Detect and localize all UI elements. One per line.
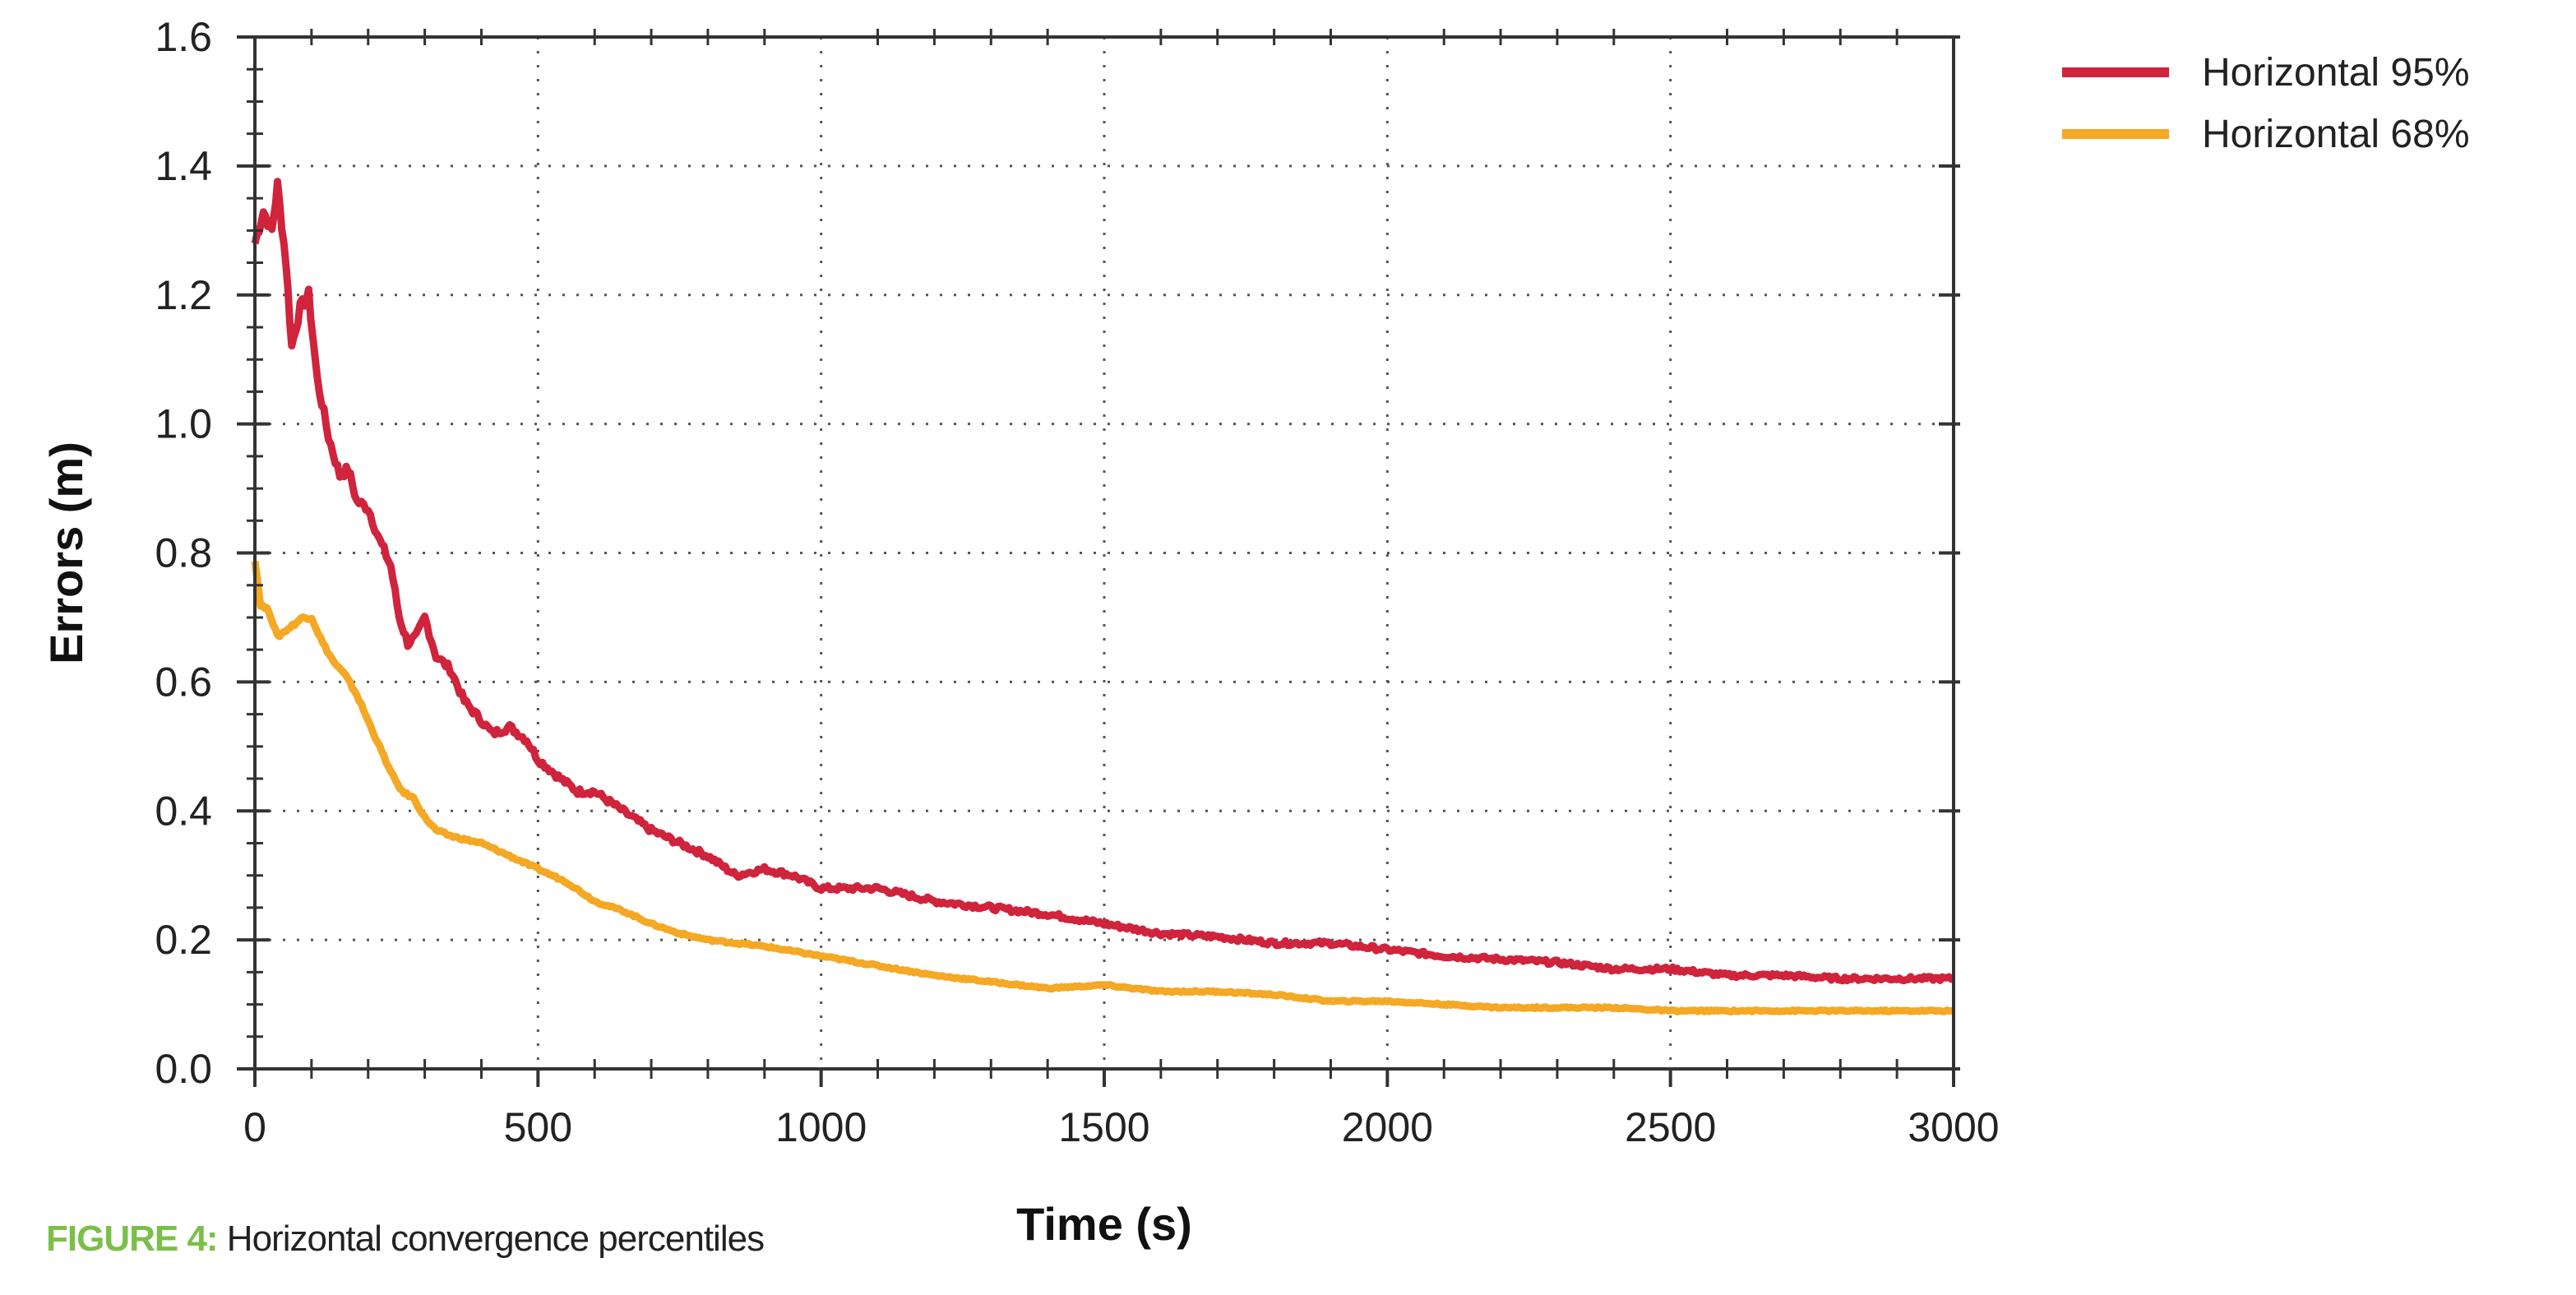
y-tick-label: 0.0 [155, 1046, 212, 1092]
y-tick-label: 0.8 [155, 530, 212, 576]
x-tick-label: 500 [504, 1104, 572, 1150]
figure-label: FIGURE 4: [46, 1219, 219, 1259]
x-tick-label: 0 [243, 1104, 266, 1150]
y-tick-label: 1.6 [155, 14, 212, 60]
x-tick-label: 2500 [1625, 1104, 1716, 1150]
x-tick-label: 3000 [1908, 1104, 1999, 1150]
x-tick-label: 1000 [775, 1104, 867, 1150]
y-tick-label: 1.4 [155, 143, 212, 189]
y-tick-label: 0.6 [155, 659, 212, 705]
x-tick-label: 1500 [1058, 1104, 1149, 1150]
y-tick-label: 1.2 [155, 272, 212, 318]
x-tick-label: 2000 [1342, 1104, 1433, 1150]
figure-caption-text: Horizontal convergence percentiles [217, 1219, 765, 1259]
series-line-horizontal-95 [251, 178, 1955, 985]
x-axis-title: Time (s) [1016, 1198, 1192, 1250]
series-line-horizontal-68 [251, 560, 1955, 1015]
y-axis-title: Errors (m) [40, 442, 92, 664]
grid-lines [255, 37, 1954, 1069]
axis-ticks [237, 29, 1960, 1087]
tick-labels: 0 500 1000 1500 2000 2500 3000 0.0 0.2 0.4 0.6 0.8 1… [155, 14, 1999, 1150]
legend: Horizontal 95% Horizontal 68% [2062, 51, 2470, 156]
y-tick-label: 1.0 [155, 401, 212, 447]
y-tick-label: 0.2 [155, 917, 212, 963]
legend-label-horizontal-68: Horizontal 68% [2202, 113, 2470, 156]
figure-caption: FIGURE 4: Horizontal convergence percent… [46, 1219, 765, 1260]
legend-label-horizontal-95: Horizontal 95% [2202, 51, 2470, 95]
y-tick-label: 0.4 [155, 788, 212, 834]
series-lines [251, 178, 1955, 1015]
